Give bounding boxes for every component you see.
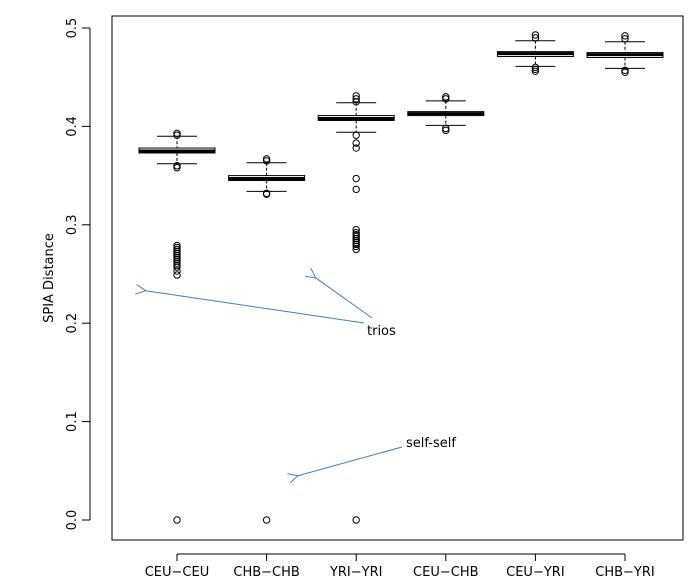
outlier-point (173, 271, 181, 279)
boxes (138, 31, 664, 524)
outlier-point (173, 164, 181, 172)
outlier-point (621, 66, 629, 75)
outlier-point (173, 129, 181, 137)
box-6 (586, 32, 664, 76)
annotation-text: trios (367, 324, 396, 339)
annotations: trios self-self (146, 278, 456, 476)
outlier-point (173, 267, 181, 275)
x-tick-label: CHB−CHB (233, 565, 299, 580)
y-axis: 0.0 0.1 0.2 0.3 0.4 0.5 (65, 18, 91, 531)
outlier-point (262, 190, 271, 198)
outlier-point (442, 95, 450, 103)
outlier-point (352, 174, 360, 183)
plot-frame (111, 15, 684, 541)
outlier-point (352, 240, 360, 249)
outlier-point (531, 67, 540, 75)
outlier-point (442, 124, 450, 133)
outlier-point (352, 185, 360, 194)
outlier-point (352, 139, 360, 147)
annotation-arrow (298, 446, 403, 476)
x-tick-label: CEU−CHB (413, 565, 478, 580)
annotation-arrow (316, 278, 373, 319)
outlier-point (173, 162, 181, 170)
box-5 (496, 31, 574, 75)
outlier-point (621, 68, 629, 76)
outlier-point (442, 93, 450, 101)
x-tick-label: YRI−YRI (329, 565, 383, 580)
y-tick-label: 0.2 (65, 313, 80, 334)
outlier-point (262, 155, 271, 163)
box-3 (317, 92, 395, 524)
outlier-point (352, 98, 360, 106)
y-tick-label: 0.4 (65, 116, 80, 137)
y-axis-label: SPIA Distance (42, 233, 57, 323)
outlier-point (352, 516, 360, 524)
box-4 (407, 93, 485, 135)
outlier-point (173, 259, 181, 267)
outlier-point (352, 144, 360, 152)
outlier-point (442, 126, 450, 135)
outlier-point (173, 131, 181, 139)
box-2 (228, 155, 306, 524)
outlier-point (531, 34, 540, 42)
annotation-text: self-self (406, 436, 456, 451)
x-axis: CEU−CEU CHB−CHB YRI−YRI CEU−CHB CEU−YRI CHB−Y… (145, 553, 655, 580)
annotation-arrow (146, 291, 365, 324)
outlier-point (262, 516, 271, 524)
outlier-point (173, 263, 181, 271)
outlier-point (352, 131, 360, 139)
outlier-point (621, 35, 629, 43)
y-tick-label: 0.3 (65, 214, 80, 235)
box-1 (138, 129, 216, 524)
x-tick-label: CEU−CEU (145, 565, 210, 580)
outlier-point (531, 65, 540, 74)
outlier-point (262, 157, 271, 165)
y-tick-label: 0.5 (65, 18, 80, 39)
outlier-point (621, 32, 629, 40)
outlier-point (352, 242, 360, 251)
outlier-point (352, 245, 360, 254)
x-tick-label: CEU−YRI (506, 565, 565, 580)
outlier-point (352, 95, 360, 103)
y-tick-label: 0.1 (65, 411, 80, 432)
outlier-point (173, 516, 181, 524)
outlier-point (531, 31, 540, 39)
y-tick-label: 0.0 (65, 510, 80, 531)
outlier-point (531, 63, 540, 72)
x-tick-label: CHB−YRI (595, 565, 654, 580)
